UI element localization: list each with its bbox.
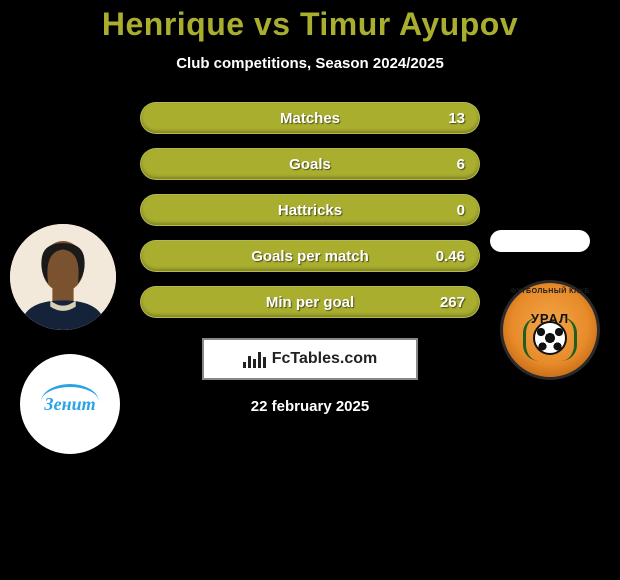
stat-bars: Matches 13 Goals 6 Hattricks 0 Goals per… — [140, 102, 480, 318]
stat-bar: Goals 6 — [140, 148, 480, 180]
stat-value: 13 — [448, 110, 465, 127]
attribution-box: FcTables.com — [202, 338, 418, 380]
right-club-arc-text: ФУТБОЛЬНЫЙ КЛУБ — [503, 288, 597, 295]
left-club-crest: Зенит — [20, 354, 120, 454]
content-area: Зенит ФУТБОЛЬНЫЙ КЛУБ УРАЛ Matches 13 Go… — [0, 102, 620, 415]
stat-bar: Hattricks 0 — [140, 194, 480, 226]
attribution-text: FcTables.com — [272, 350, 378, 368]
right-club-crest: ФУТБОЛЬНЫЙ КЛУБ УРАЛ — [500, 280, 600, 380]
stat-label: Goals per match — [251, 248, 369, 265]
left-player-photo — [10, 224, 116, 330]
stat-value: 6 — [457, 156, 465, 173]
stat-label: Matches — [280, 110, 340, 127]
zenit-arc-icon — [41, 384, 99, 402]
subtitle: Club competitions, Season 2024/2025 — [0, 55, 620, 72]
stat-value: 0 — [457, 202, 465, 219]
right-player-photo-placeholder — [490, 230, 590, 252]
bar-chart-icon — [243, 350, 266, 368]
stat-label: Hattricks — [278, 202, 342, 219]
soccer-ball-icon — [533, 321, 567, 355]
page-title: Henrique vs Timur Ayupov — [0, 0, 620, 43]
stat-value: 0.46 — [436, 248, 465, 265]
stat-bar: Matches 13 — [140, 102, 480, 134]
stat-bar: Min per goal 267 — [140, 286, 480, 318]
stat-value: 267 — [440, 294, 465, 311]
person-icon — [10, 224, 116, 330]
stat-label: Goals — [289, 156, 331, 173]
stat-label: Min per goal — [266, 294, 354, 311]
stat-bar: Goals per match 0.46 — [140, 240, 480, 272]
